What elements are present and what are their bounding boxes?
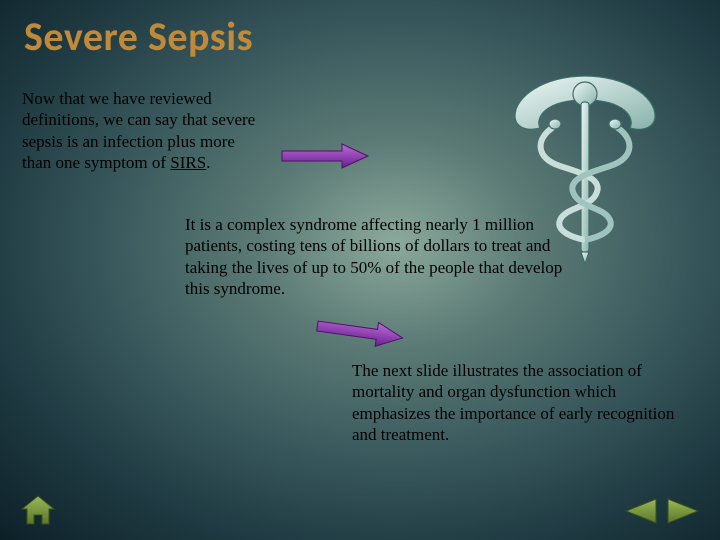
- slide-title: Severe Sepsis: [0, 0, 720, 61]
- paragraph-1-text-before: Now that we have reviewed definitions, w…: [22, 89, 255, 172]
- prev-button[interactable]: [622, 496, 658, 526]
- paragraph-3: The next slide illustrates the associati…: [352, 360, 697, 445]
- home-button[interactable]: [20, 494, 56, 526]
- caduceus-icon: [505, 68, 665, 268]
- paragraph-1-text-after: .: [206, 153, 210, 172]
- sirs-link[interactable]: SIRS: [170, 153, 206, 172]
- arrow-icon-2: [313, 312, 406, 352]
- arrow-icon-1: [280, 142, 370, 170]
- next-button[interactable]: [666, 496, 702, 526]
- paragraph-1: Now that we have reviewed definitions, w…: [22, 88, 262, 173]
